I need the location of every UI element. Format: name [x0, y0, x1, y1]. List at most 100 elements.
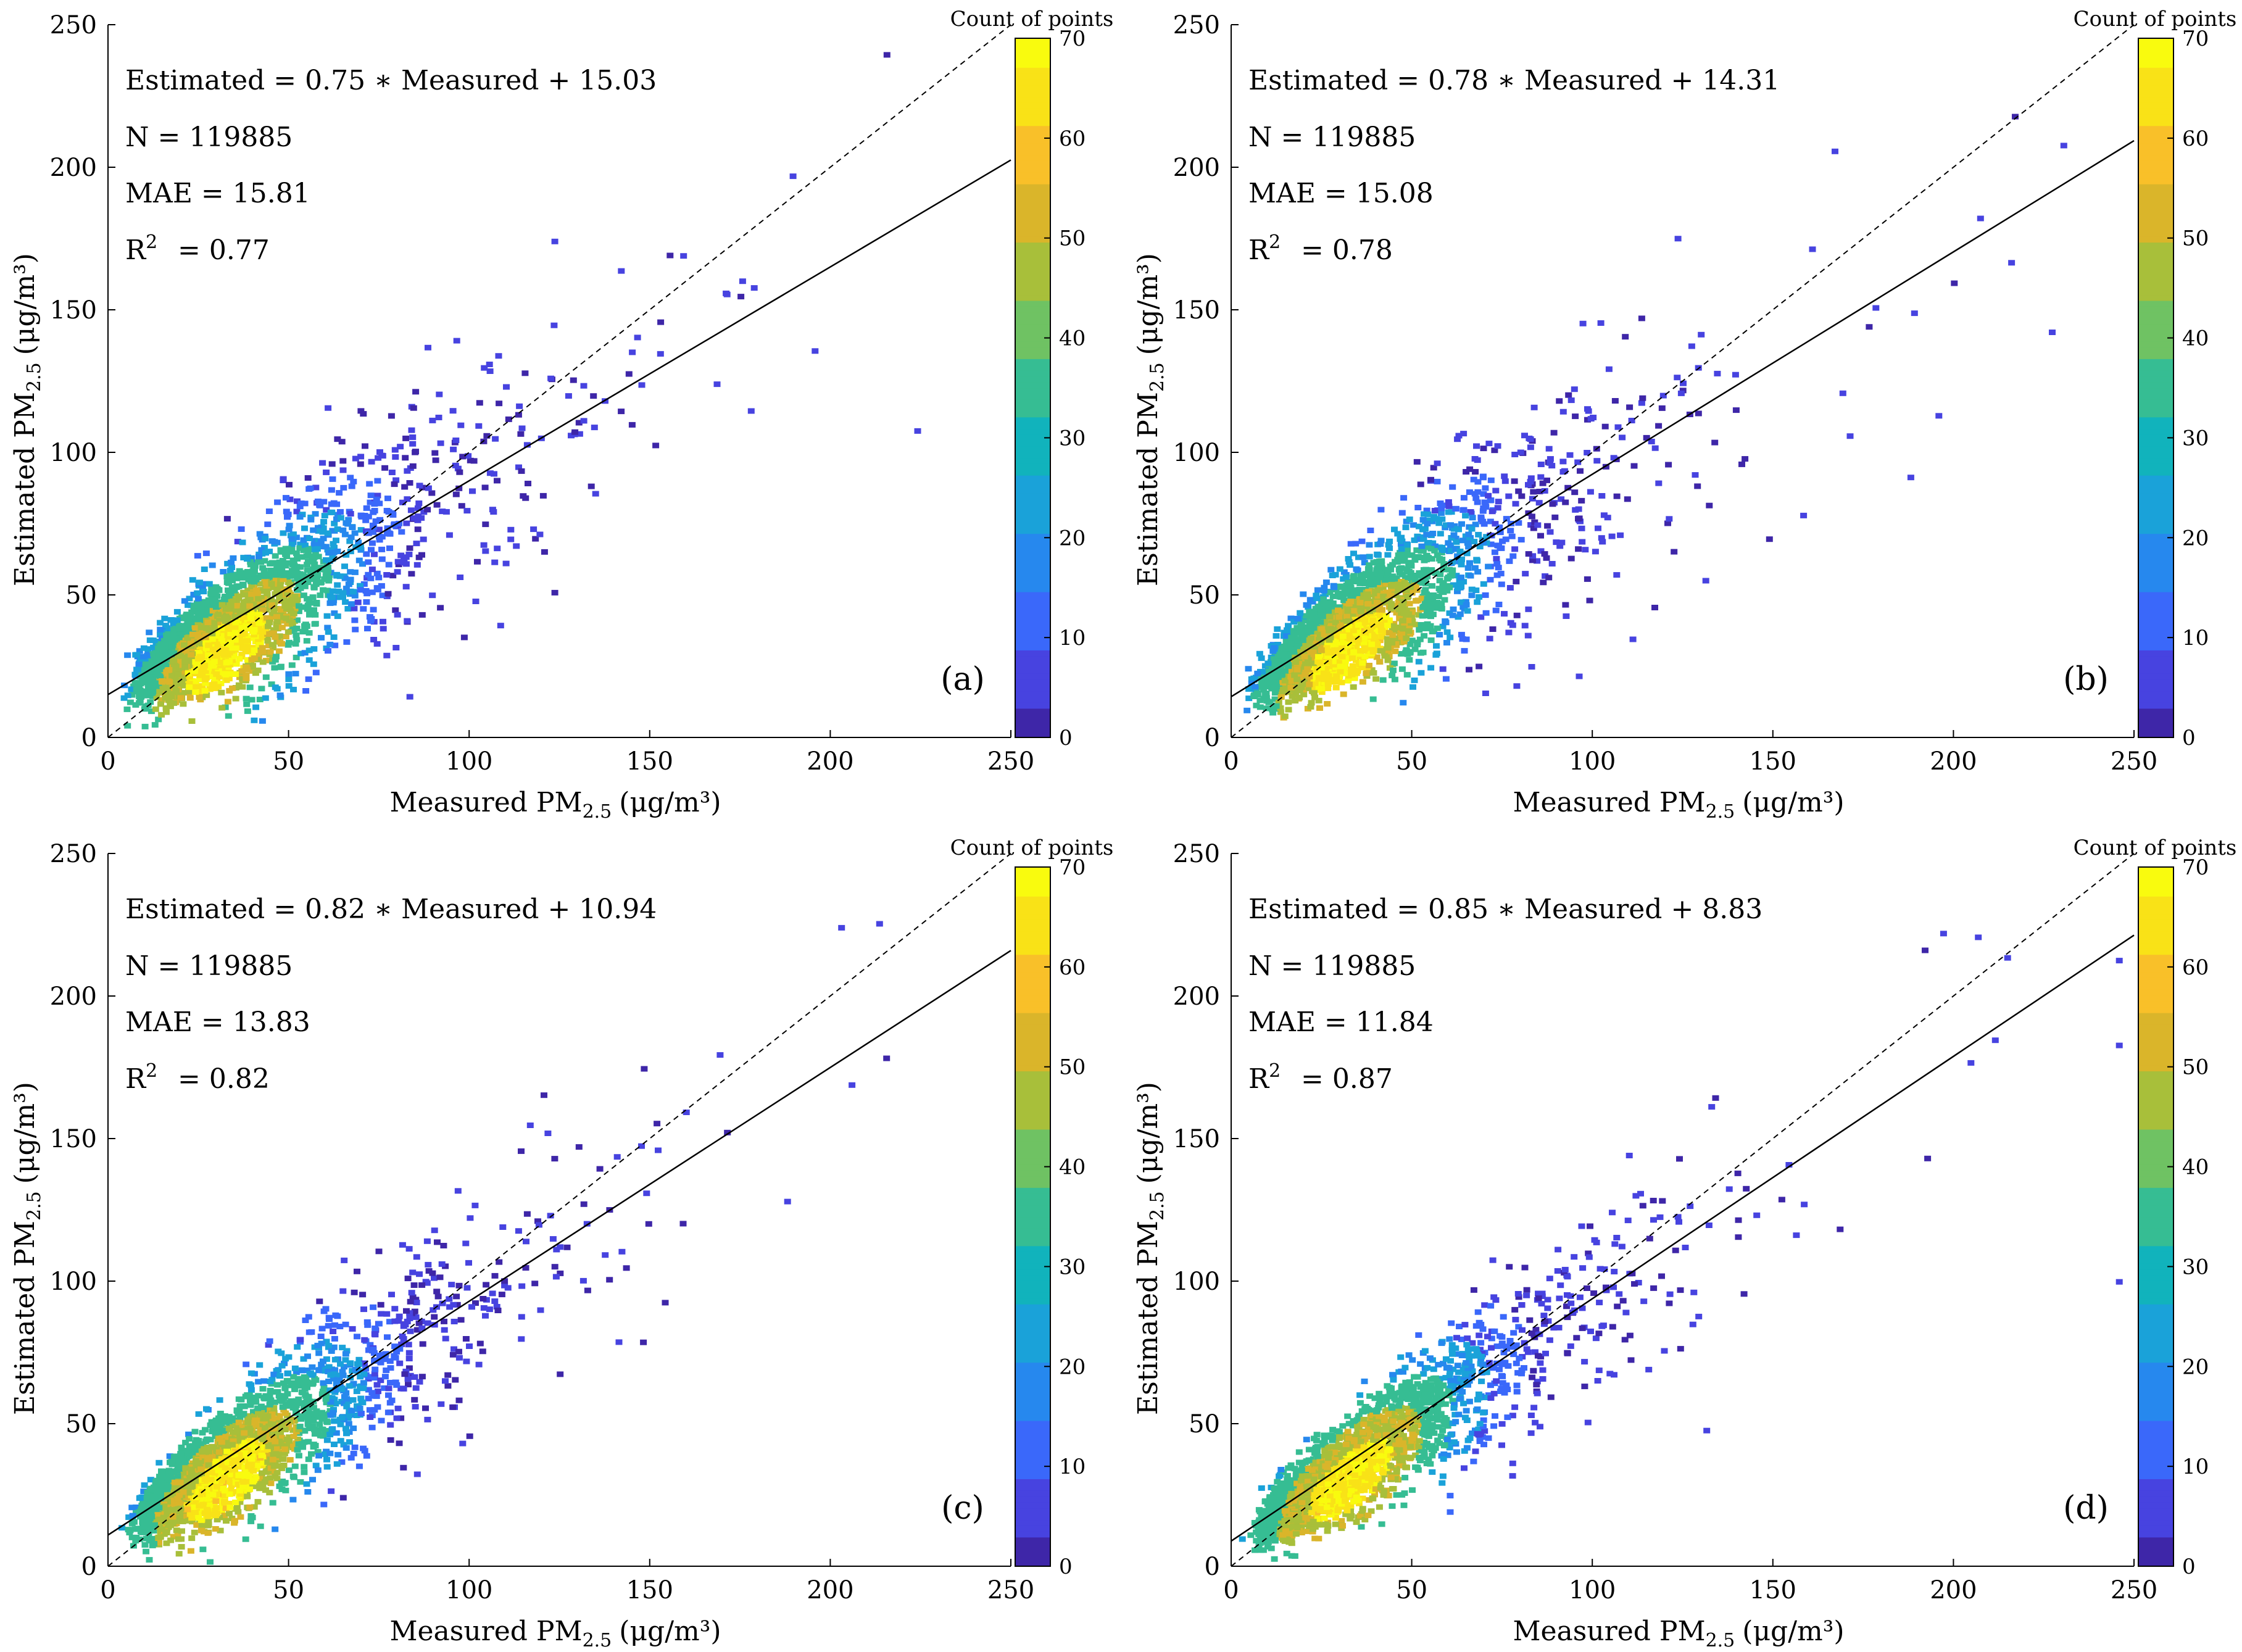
density-cell [358, 513, 365, 520]
density-cell [180, 701, 187, 707]
density-cell [144, 646, 152, 652]
density-cell [188, 621, 195, 628]
density-cell [1411, 557, 1419, 563]
density-cell [1387, 605, 1395, 612]
density-cell [258, 686, 265, 692]
density-cell [185, 602, 192, 608]
density-cell [343, 586, 350, 592]
colorbar-swatch [1015, 423, 1050, 430]
density-cell [364, 626, 371, 632]
density-cell [185, 689, 192, 695]
density-cell [1314, 587, 1321, 593]
density-cell [354, 599, 362, 605]
density-cell [188, 718, 196, 724]
density-cell [333, 501, 341, 507]
density-cell [1367, 636, 1374, 642]
density-cell [199, 585, 206, 591]
density-cell [123, 706, 131, 712]
density-cell [1628, 418, 1635, 423]
density-cell [1306, 597, 1314, 603]
density-cell [515, 464, 522, 470]
density-cell [152, 706, 159, 712]
density-cell [186, 681, 193, 687]
density-cell [1281, 629, 1289, 636]
density-cell [255, 639, 262, 645]
density-cell [371, 501, 378, 507]
density-cell [1515, 488, 1522, 494]
density-cell [1495, 602, 1503, 607]
density-cell [2012, 114, 2019, 120]
density-cell [1479, 508, 1487, 514]
density-cell [1677, 390, 1685, 396]
density-cell [366, 481, 373, 487]
colorbar-swatch [1015, 638, 1050, 645]
density-cell [1385, 542, 1392, 548]
density-cell [1702, 578, 1709, 584]
density-cell [1648, 439, 1655, 444]
density-cell [287, 533, 294, 539]
density-cell [1382, 629, 1389, 636]
density-cell [1436, 578, 1443, 584]
density-cell [1434, 478, 1441, 484]
colorbar-swatch [1015, 172, 1050, 179]
density-cell [304, 562, 311, 568]
density-cell [1410, 522, 1417, 528]
density-cell [1537, 533, 1544, 539]
density-cell [1480, 581, 1487, 587]
fit-equation: Estimated = 0.75 ∗ Measured + 15.03 [125, 65, 657, 96]
colorbar-tick-label: 70 [1059, 27, 1086, 51]
density-cell [452, 438, 460, 443]
density-cell [392, 454, 399, 460]
y-tick-label: 200 [50, 154, 97, 182]
density-cell [436, 391, 443, 397]
density-cell [186, 695, 194, 701]
density-cell [312, 550, 319, 556]
colorbar-swatch [1015, 440, 1050, 447]
density-cell [234, 539, 241, 545]
density-cell [1535, 500, 1543, 506]
density-cell [1638, 400, 1645, 406]
density-cell [1550, 430, 1558, 436]
density-cell [1562, 602, 1569, 608]
density-cell [239, 581, 246, 587]
panel-b: Estimated PM2.5(μg/m³) Measured PM2.5 (μg… [1132, 7, 2236, 823]
density-cell [342, 599, 349, 605]
density-cell [305, 657, 313, 663]
density-cell [267, 649, 274, 655]
colorbar-swatch [1015, 160, 1050, 167]
density-cell [1475, 531, 1482, 538]
density-cell [405, 551, 413, 557]
density-cell [680, 253, 687, 259]
density-cell [306, 612, 313, 618]
colorbar-swatch [1015, 79, 1050, 86]
density-cell [470, 458, 478, 464]
density-cell [252, 615, 259, 621]
density-cell [522, 495, 529, 501]
density-cell [507, 526, 515, 533]
density-cell [319, 529, 326, 535]
density-cell [1492, 488, 1500, 494]
colorbar-swatch [1015, 726, 1050, 733]
density-cell [1614, 424, 1622, 430]
density-cell [1473, 443, 1480, 449]
density-cell [251, 717, 258, 723]
density-cell [1300, 691, 1307, 697]
density-cell [313, 546, 321, 552]
density-cell [1501, 473, 1508, 479]
density-cell [227, 639, 235, 645]
density-cell [306, 553, 313, 559]
density-cell [181, 658, 189, 665]
density-cell [1433, 643, 1440, 649]
density-cell [1494, 443, 1501, 449]
density-cell [1525, 482, 1532, 488]
density-cell [220, 652, 228, 658]
colorbar-swatch [1015, 702, 1050, 709]
density-cell [155, 716, 162, 723]
density-cell [628, 421, 636, 428]
density-cell [225, 593, 233, 599]
density-cell [1296, 687, 1303, 694]
density-cell [378, 546, 386, 552]
density-cell [439, 508, 446, 515]
density-cell [155, 652, 162, 658]
density-cell [404, 468, 411, 474]
